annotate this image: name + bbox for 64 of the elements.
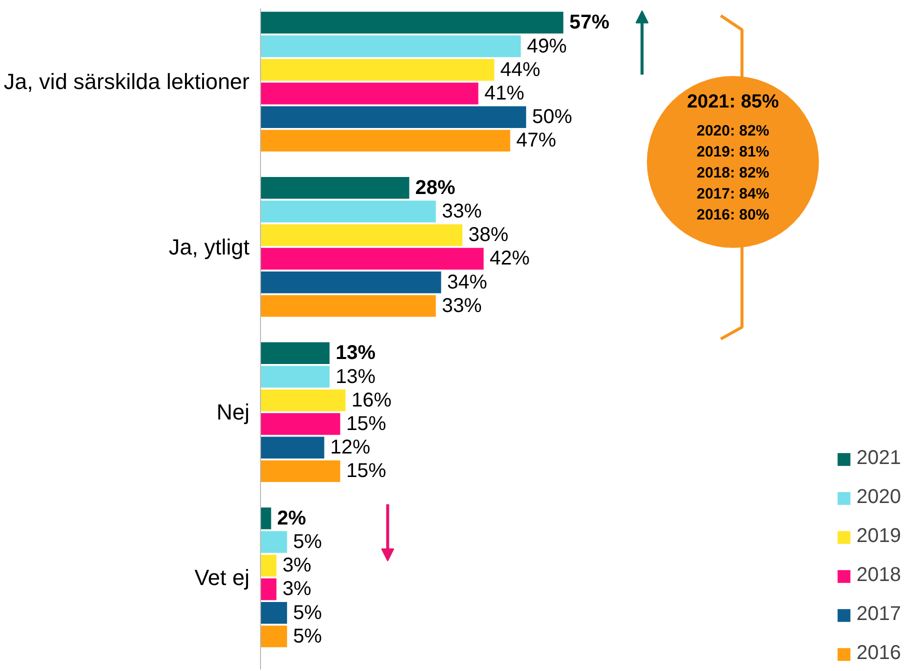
data-label: 47% (516, 130, 556, 152)
bar (260, 508, 272, 530)
bar (260, 366, 330, 388)
text: 2016: 80% (696, 206, 770, 224)
bar (260, 602, 288, 624)
bar (260, 106, 526, 128)
data-label: 15% (346, 412, 386, 435)
data-label: 49% (526, 35, 568, 58)
text: 2018: 82% (696, 164, 770, 182)
data-label: 5% (293, 531, 322, 554)
y-tick-label: Ja, ytligt (168, 234, 250, 260)
bar (260, 12, 564, 34)
bar (260, 200, 436, 222)
bar (260, 436, 324, 458)
y-tick-label: Vet ej (194, 564, 250, 590)
bar (260, 271, 442, 294)
bar (260, 531, 288, 553)
legend-label: 2020 (856, 486, 901, 509)
data-label: 33% (442, 294, 482, 317)
data-label: 5% (293, 602, 322, 624)
data-label: 33% (442, 200, 482, 223)
legend-label: 2017 (856, 603, 901, 626)
data-label: 41% (484, 82, 525, 104)
text: 2017: 84% (696, 185, 770, 202)
data-label: 50% (532, 106, 572, 128)
text: 2020: 82% (696, 122, 770, 140)
bar (260, 578, 276, 600)
bar (260, 248, 484, 270)
bar (260, 342, 330, 364)
bar (260, 82, 478, 104)
data-label: 44% (500, 58, 540, 81)
text: 2021: 85% (686, 91, 779, 112)
y-tick-label: Nej (216, 400, 250, 425)
data-label: 57% (569, 12, 610, 34)
data-label: 12% (330, 436, 370, 459)
bar (260, 460, 340, 482)
data-label: 28% (415, 176, 456, 199)
data-label: 15% (346, 460, 386, 482)
y-tick-label: Ja, vid särskilda lektioner (4, 69, 250, 94)
bar (260, 390, 346, 412)
data-label: 16% (352, 389, 392, 412)
text: 2019: 81% (696, 143, 770, 160)
bar (260, 224, 462, 246)
data-label: 5% (293, 625, 322, 648)
bar (260, 177, 410, 199)
legend-label: 2018 (856, 564, 901, 587)
data-label: 42% (490, 248, 530, 270)
bar (260, 59, 494, 81)
data-label: 34% (447, 271, 488, 294)
bar (260, 626, 288, 648)
bar (260, 130, 510, 152)
bar (260, 413, 340, 435)
legend-label: 2021 (856, 447, 901, 470)
data-label: 3% (282, 554, 312, 577)
data-label: 38% (468, 224, 509, 246)
data-label: 2% (277, 507, 306, 530)
data-label: 13% (336, 366, 376, 388)
bar (260, 35, 521, 58)
data-label: 3% (282, 578, 312, 600)
data-label: 13% (336, 342, 376, 364)
bar (260, 295, 436, 317)
legend-label: 2019 (856, 525, 901, 548)
bar (260, 554, 276, 576)
legend-label: 2016 (856, 642, 901, 665)
